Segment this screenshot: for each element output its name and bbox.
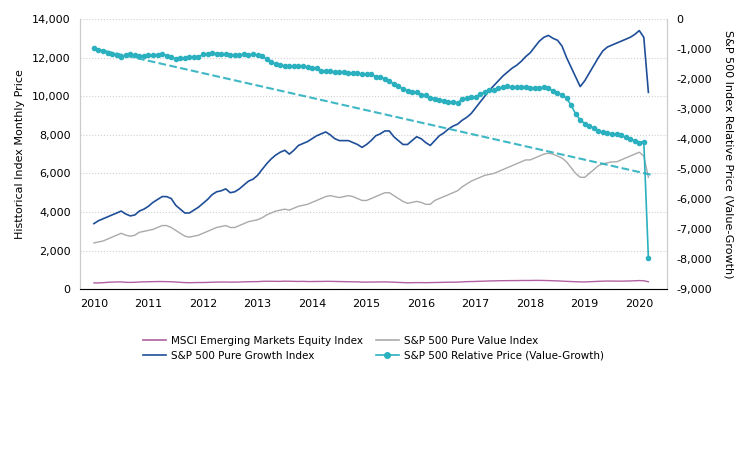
Y-axis label: Histtorical Index Monthly Price: Histtorical Index Monthly Price [15,69,25,239]
Legend: MSCI Emerging Markets Equity Index, S&P 500 Pure Growth Index, S&P 500 Pure Valu: MSCI Emerging Markets Equity Index, S&P … [139,332,608,365]
Y-axis label: S&P 500 Index Relative Price (Value-Growth): S&P 500 Index Relative Price (Value-Grow… [723,30,733,278]
